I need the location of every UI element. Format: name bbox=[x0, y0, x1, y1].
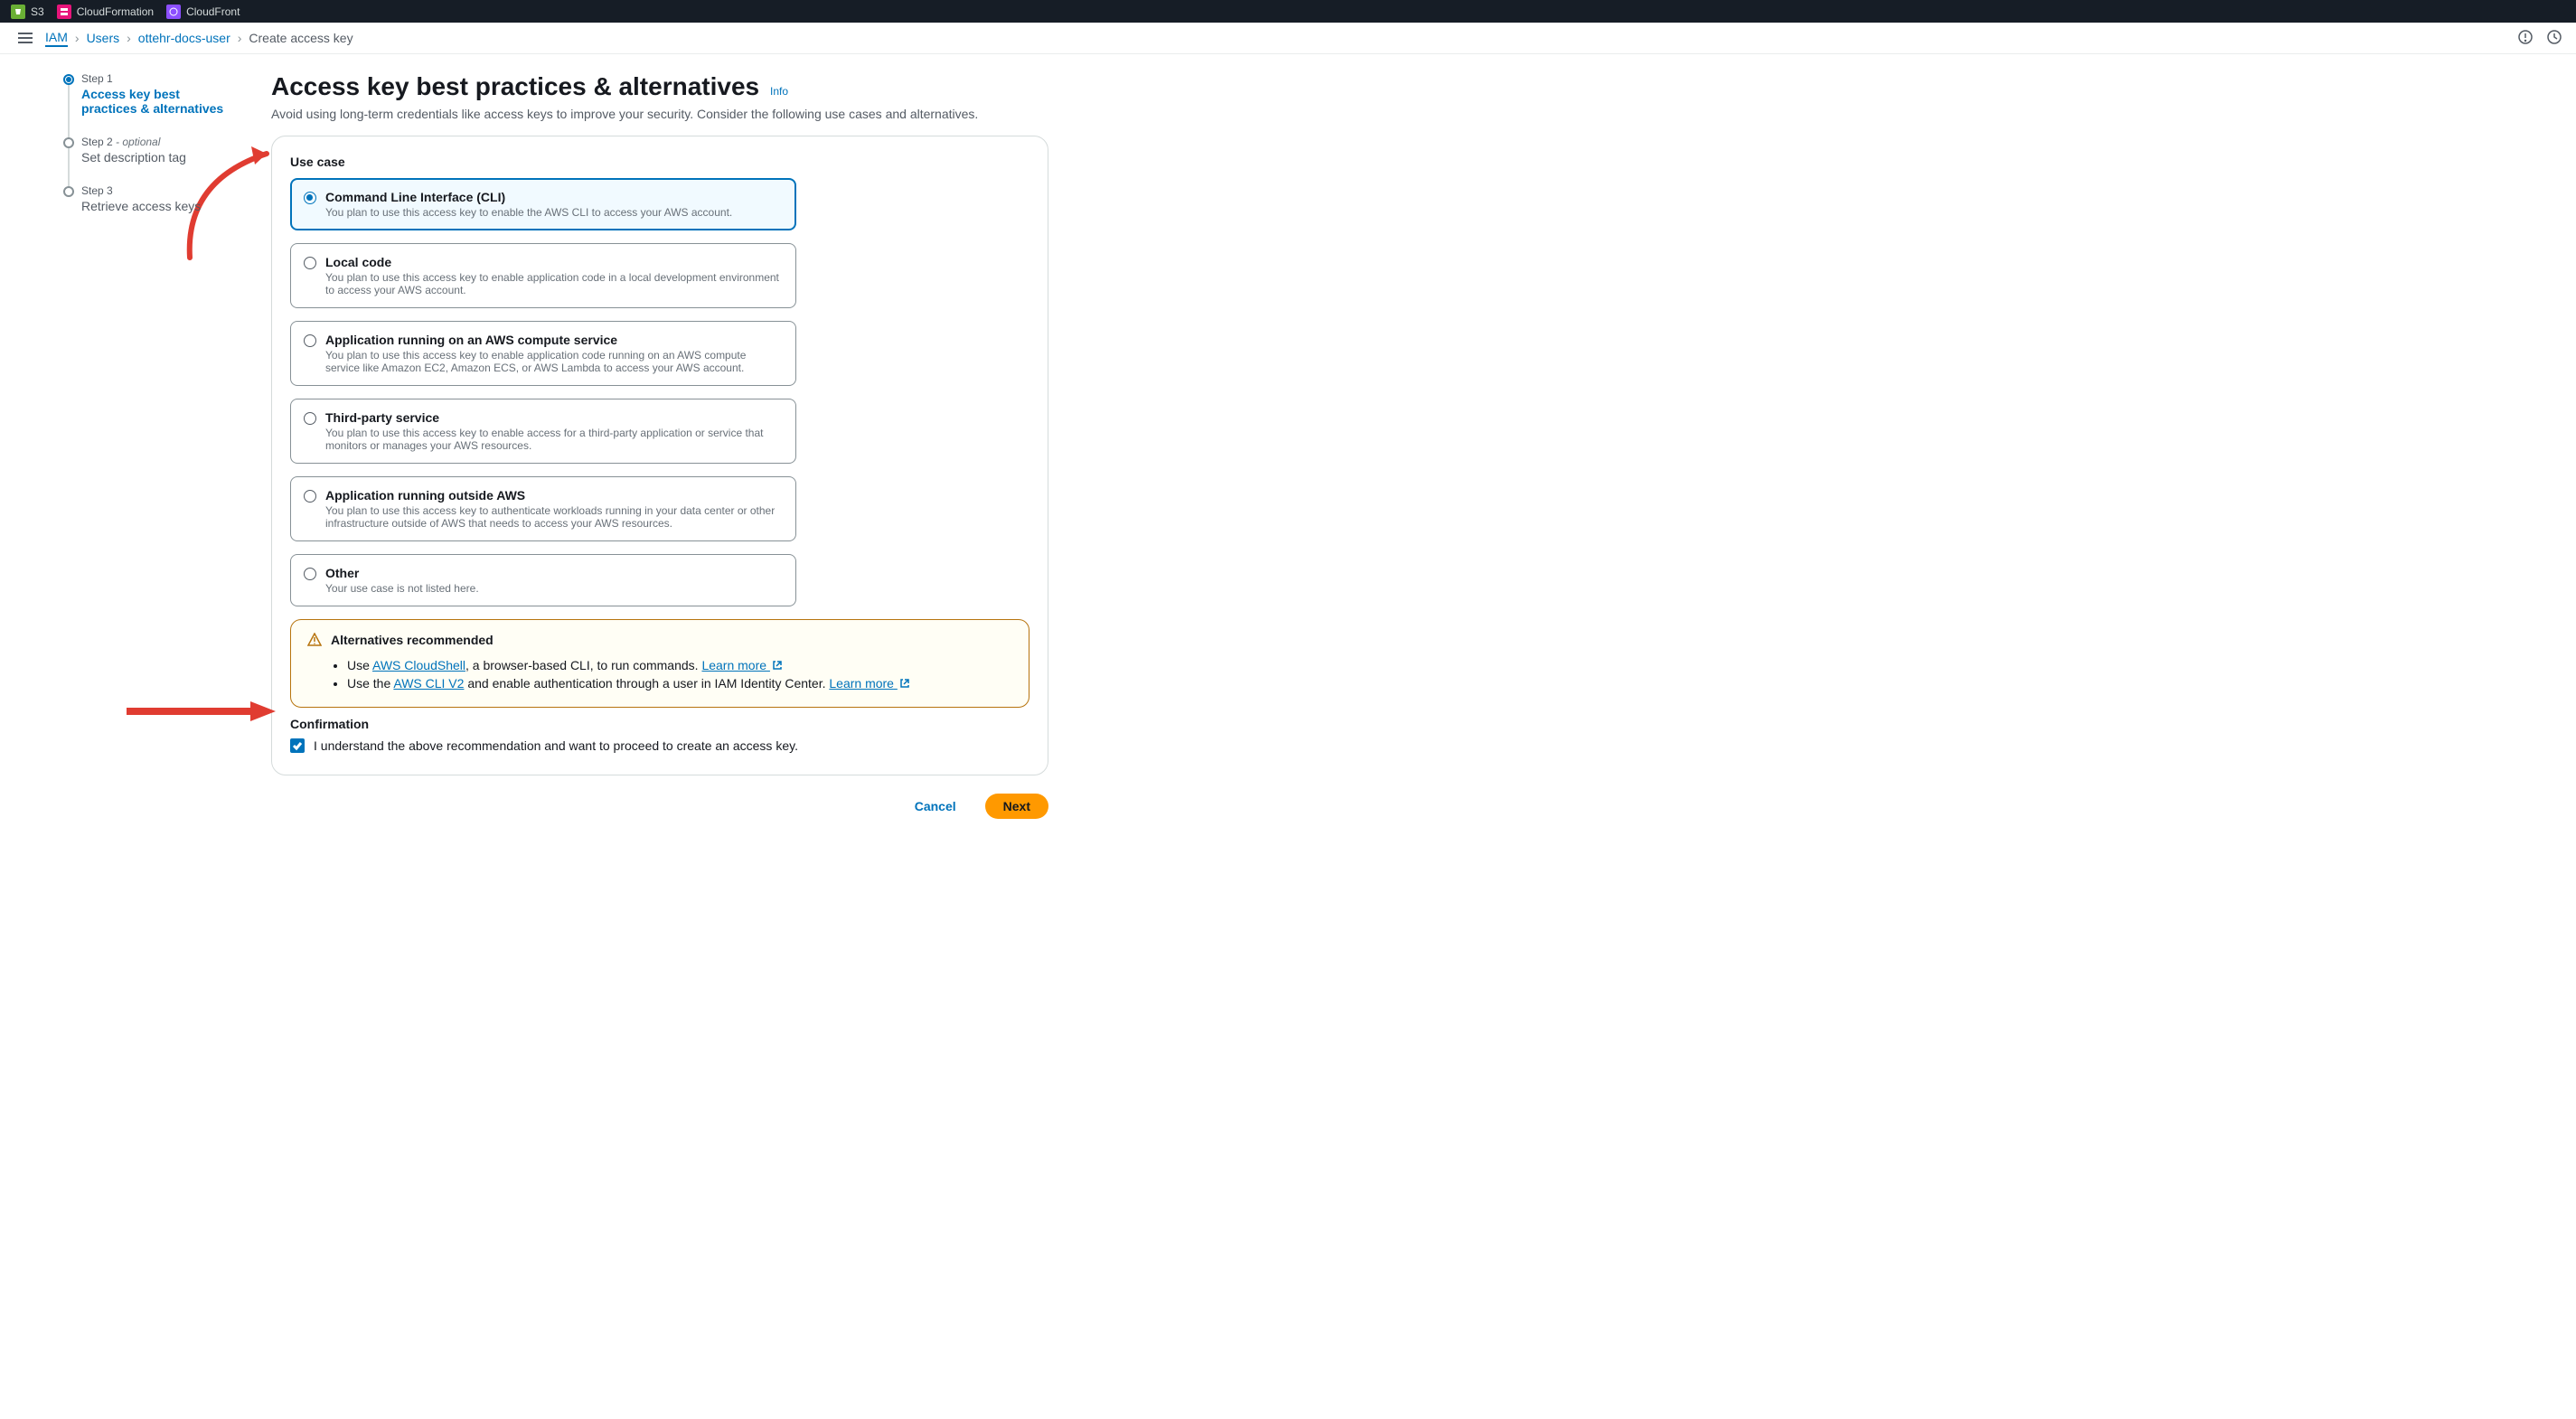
notifications-icon[interactable] bbox=[2547, 30, 2562, 47]
menu-toggle[interactable] bbox=[14, 26, 36, 50]
shortcut-label: CloudFormation bbox=[77, 5, 154, 18]
radio-third-party[interactable] bbox=[304, 412, 316, 425]
link-learn-more-2[interactable]: Learn more bbox=[829, 676, 909, 691]
step-label: Step 1 bbox=[81, 72, 235, 85]
option-title: Local code bbox=[325, 255, 783, 269]
option-third-party[interactable]: Third-party service You plan to use this… bbox=[290, 399, 796, 464]
step-1[interactable]: Step 1 Access key best practices & alter… bbox=[63, 72, 235, 136]
option-desc: Your use case is not listed here. bbox=[325, 582, 479, 595]
cloudfront-icon bbox=[166, 5, 181, 19]
radio-aws-compute[interactable] bbox=[304, 334, 316, 347]
radio-outside-aws[interactable] bbox=[304, 490, 316, 503]
alt-item-1: Use AWS CloudShell, a browser-based CLI,… bbox=[347, 658, 1012, 672]
chevron-right-icon: › bbox=[238, 31, 242, 45]
use-case-panel: Use case Command Line Interface (CLI) Yo… bbox=[271, 136, 1048, 775]
option-title: Application running on an AWS compute se… bbox=[325, 333, 783, 347]
chevron-right-icon: › bbox=[127, 31, 131, 45]
page-header: Access key best practices & alternatives… bbox=[271, 72, 1048, 121]
option-desc: You plan to use this access key to enabl… bbox=[325, 271, 783, 296]
option-local-code[interactable]: Local code You plan to use this access k… bbox=[290, 243, 796, 308]
external-link-icon bbox=[772, 660, 783, 671]
step-3[interactable]: Step 3 Retrieve access keys bbox=[63, 184, 235, 233]
breadcrumb-current: Create access key bbox=[249, 31, 353, 45]
option-other[interactable]: Other Your use case is not listed here. bbox=[290, 554, 796, 606]
option-outside-aws[interactable]: Application running outside AWS You plan… bbox=[290, 476, 796, 541]
step-title: Access key best practices & alternatives bbox=[81, 87, 235, 116]
shortcut-label: S3 bbox=[31, 5, 44, 18]
breadcrumb-user[interactable]: ottehr-docs-user bbox=[138, 31, 230, 45]
link-cloudshell[interactable]: AWS CloudShell bbox=[372, 658, 465, 672]
s3-icon bbox=[11, 5, 25, 19]
alt-item-2: Use the AWS CLI V2 and enable authentica… bbox=[347, 676, 1012, 691]
step-label: Step 2 - optional bbox=[81, 136, 235, 148]
use-case-label: Use case bbox=[290, 155, 1029, 169]
shortcut-s3[interactable]: S3 bbox=[11, 5, 44, 19]
radio-other[interactable] bbox=[304, 568, 316, 580]
step-label: Step 3 bbox=[81, 184, 235, 197]
option-cli[interactable]: Command Line Interface (CLI) You plan to… bbox=[290, 178, 796, 230]
link-learn-more-1[interactable]: Learn more bbox=[701, 658, 782, 672]
option-desc: You plan to use this access key to authe… bbox=[325, 504, 783, 530]
warning-icon bbox=[307, 633, 322, 647]
option-title: Command Line Interface (CLI) bbox=[325, 190, 732, 204]
option-title: Third-party service bbox=[325, 410, 783, 425]
shortcut-cloudfront[interactable]: CloudFront bbox=[166, 5, 240, 19]
step-2[interactable]: Step 2 - optional Set description tag bbox=[63, 136, 235, 184]
option-title: Other bbox=[325, 566, 479, 580]
option-desc: You plan to use this access key to enabl… bbox=[325, 427, 783, 452]
alternatives-alert: Alternatives recommended Use AWS CloudSh… bbox=[290, 619, 1029, 708]
link-cliv2[interactable]: AWS CLI V2 bbox=[393, 676, 464, 691]
external-link-icon bbox=[899, 678, 910, 689]
shortcut-label: CloudFront bbox=[186, 5, 240, 18]
info-link[interactable]: Info bbox=[770, 85, 788, 98]
option-title: Application running outside AWS bbox=[325, 488, 783, 503]
breadcrumb-root[interactable]: IAM bbox=[45, 30, 68, 47]
radio-cli[interactable] bbox=[304, 192, 316, 204]
option-aws-compute[interactable]: Application running on an AWS compute se… bbox=[290, 321, 796, 386]
page-title: Access key best practices & alternatives bbox=[271, 72, 759, 100]
aws-service-shortcut-bar: S3 CloudFormation CloudFront bbox=[0, 0, 2576, 23]
page-subtitle: Avoid using long-term credentials like a… bbox=[271, 107, 1048, 121]
step-title: Set description tag bbox=[81, 150, 235, 164]
breadcrumb-bar: IAM › Users › ottehr-docs-user › Create … bbox=[0, 23, 2576, 54]
cancel-button[interactable]: Cancel bbox=[897, 794, 974, 819]
confirmation-checkbox[interactable] bbox=[290, 738, 305, 753]
cloudformation-icon bbox=[57, 5, 71, 19]
confirmation-text: I understand the above recommendation an… bbox=[314, 738, 798, 753]
alert-heading: Alternatives recommended bbox=[331, 633, 494, 647]
chevron-right-icon: › bbox=[75, 31, 80, 45]
step-title: Retrieve access keys bbox=[81, 199, 235, 213]
help-icon[interactable] bbox=[2518, 30, 2533, 47]
shortcut-cloudformation[interactable]: CloudFormation bbox=[57, 5, 154, 19]
breadcrumb: IAM › Users › ottehr-docs-user › Create … bbox=[45, 30, 353, 47]
option-desc: You plan to use this access key to enabl… bbox=[325, 206, 732, 219]
step-sidebar: Step 1 Access key best practices & alter… bbox=[0, 72, 253, 819]
breadcrumb-users[interactable]: Users bbox=[87, 31, 120, 45]
confirmation-label: Confirmation bbox=[290, 717, 1029, 731]
radio-local-code[interactable] bbox=[304, 257, 316, 269]
option-desc: You plan to use this access key to enabl… bbox=[325, 349, 783, 374]
next-button[interactable]: Next bbox=[985, 794, 1048, 819]
